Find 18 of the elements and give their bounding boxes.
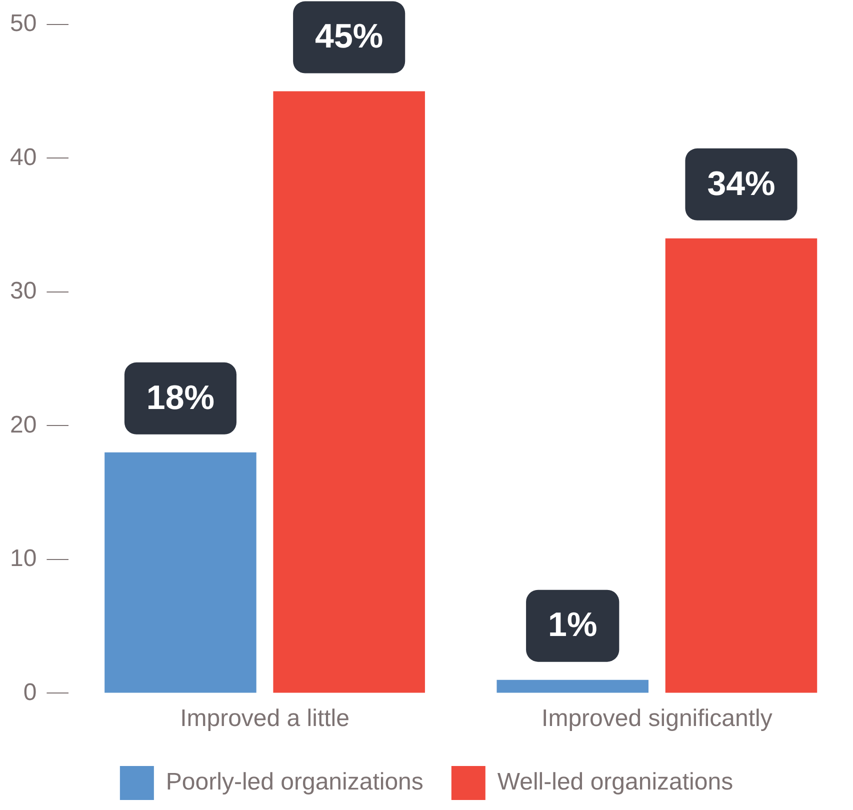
x-tick-label: Improved a little bbox=[180, 705, 350, 732]
y-tick-label: 50 bbox=[10, 10, 37, 38]
y-tick-label: 10 bbox=[10, 545, 37, 572]
bar bbox=[104, 452, 256, 693]
y-tick-label: 40 bbox=[10, 144, 37, 171]
bar bbox=[665, 238, 818, 693]
y-tick-label: 30 bbox=[10, 278, 37, 305]
data-label: 45% bbox=[315, 18, 384, 56]
bar bbox=[496, 680, 648, 693]
legend-label: Well-led organizations bbox=[497, 768, 734, 796]
y-tick-label: 20 bbox=[10, 411, 37, 438]
legend-label: Poorly-led organizations bbox=[166, 768, 424, 796]
y-tick-label: 0 bbox=[23, 678, 37, 706]
data-label: 18% bbox=[146, 378, 214, 417]
data-label: 1% bbox=[548, 606, 598, 644]
bar bbox=[273, 91, 425, 693]
data-label: 34% bbox=[707, 164, 776, 203]
x-tick-label: Improved significantly bbox=[542, 705, 772, 732]
